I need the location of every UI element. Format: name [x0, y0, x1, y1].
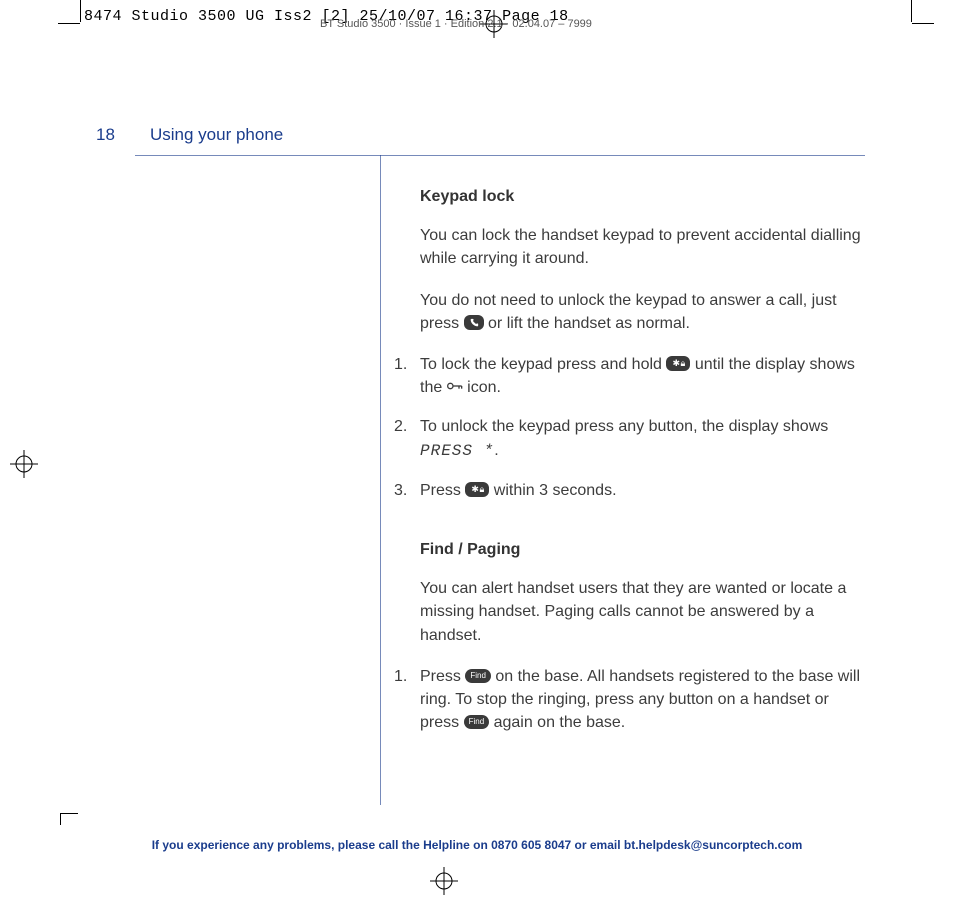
star-lock-key-icon: ✱ 🔒︎	[465, 482, 489, 497]
body-content: Keypad lock You can lock the handset keyp…	[420, 185, 870, 770]
numbered-step: 1.Press Find on the base. All handsets r…	[394, 665, 870, 735]
body-paragraph: You do not need to unlock the keypad to …	[420, 289, 870, 335]
numbered-step: 2.To unlock the keypad press any button,…	[394, 415, 870, 462]
body-paragraph: You can alert handset users that they ar…	[420, 577, 870, 647]
numbered-step: 3.Press ✱ 🔒︎ within 3 seconds.	[394, 479, 870, 502]
page-root: 8474 Studio 3500 UG Iss2 [2] 25/10/07 16…	[0, 0, 954, 905]
find-button-icon: Find	[464, 715, 490, 729]
phone-key-icon	[464, 315, 484, 330]
print-header-sub: BT Studio 3500 · Issue 1 · Edition 2.1 ·…	[320, 18, 592, 30]
registration-mark-icon	[430, 867, 458, 895]
body-paragraph: You can lock the handset keypad to preve…	[420, 224, 870, 270]
crop-mark	[58, 23, 80, 24]
step-number: 1.	[394, 665, 407, 688]
crop-mark	[911, 0, 912, 22]
crop-mark	[80, 0, 81, 22]
step-number: 3.	[394, 479, 407, 502]
display-text: PRESS *	[420, 442, 494, 460]
find-button-icon: Find	[465, 669, 491, 683]
registration-mark-icon	[10, 450, 38, 478]
footer-helpline: If you experience any problems, please c…	[0, 838, 954, 852]
numbered-step: 1.To lock the keypad press and hold ✱ 🔒︎…	[394, 353, 870, 400]
crop-mark	[60, 813, 78, 825]
subsection-heading: Keypad lock	[420, 185, 870, 208]
step-number: 1.	[394, 353, 407, 376]
step-number: 2.	[394, 415, 407, 438]
crop-mark	[912, 23, 934, 24]
page-number: 18	[96, 125, 115, 145]
lock-icon	[447, 376, 463, 399]
rule-vertical	[380, 155, 381, 805]
star-lock-key-icon: ✱ 🔒︎	[666, 356, 690, 371]
section-title: Using your phone	[150, 125, 283, 145]
subsection-heading: Find / Paging	[420, 538, 870, 561]
rule-horizontal	[135, 155, 865, 156]
